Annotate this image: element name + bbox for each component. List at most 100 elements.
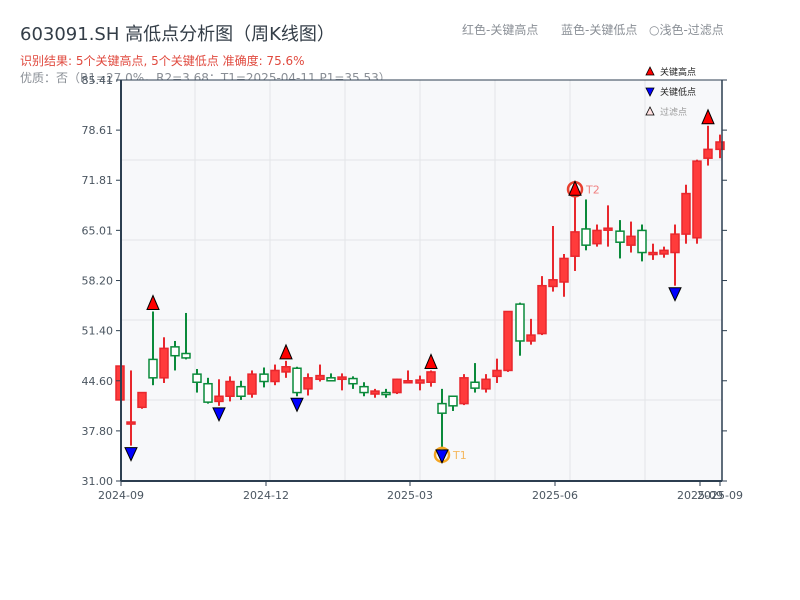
candle-body (481, 378, 491, 390)
candle (247, 370, 257, 398)
candle-body (537, 284, 547, 335)
candle (603, 205, 613, 247)
candle-body (515, 303, 525, 342)
axes: 31.00 37.80 44.60 51.40 58.20 65.01 71.81 78.61… (82, 74, 743, 502)
candle (281, 360, 291, 378)
candle (481, 374, 491, 393)
candle (381, 388, 391, 398)
candle-body (459, 377, 469, 405)
candle-body (626, 235, 636, 246)
legend-note-filtered: ○浅色-过滤点 (649, 23, 724, 37)
candle (203, 377, 213, 404)
key-high-icon (568, 179, 582, 196)
candle-body (259, 373, 269, 383)
candle (659, 246, 669, 258)
x-tick-label: 2024-12 (243, 489, 289, 502)
candle-body (270, 369, 280, 383)
legend-label: 关键低点 (660, 86, 696, 98)
candle-body (192, 373, 202, 383)
candle-body (126, 421, 136, 425)
candle-body (370, 390, 380, 395)
candle (214, 379, 224, 406)
key-high-icon (424, 353, 438, 369)
candle (303, 373, 313, 396)
y-tick-label: 71.81 (82, 174, 114, 187)
candle (326, 373, 336, 382)
candle-body (281, 366, 291, 373)
legend-marker-icon (645, 87, 655, 97)
candle (526, 318, 536, 345)
candle-body (715, 141, 725, 151)
candle-body (448, 395, 458, 407)
candle (270, 364, 280, 386)
candle (448, 395, 458, 411)
legend-note-red-highs: 红色-关键高点 (462, 23, 539, 37)
candle-body (548, 279, 558, 288)
candle-body (137, 391, 147, 409)
legend-label: 过滤点 (660, 106, 687, 118)
plot-area (121, 80, 722, 481)
candle-body (415, 379, 425, 384)
candle-body (236, 385, 246, 397)
y-tick-label: 51.40 (82, 325, 114, 338)
candle (415, 375, 425, 391)
candle-body (181, 352, 191, 359)
candle-body (615, 230, 625, 243)
candle (392, 378, 402, 395)
y-tick-label: 58.20 (82, 275, 114, 288)
candle (459, 374, 469, 406)
candle-body (148, 358, 158, 379)
candle-body (203, 382, 213, 403)
candle (570, 197, 580, 271)
candle-body (437, 402, 447, 414)
gridlines (121, 80, 722, 481)
candle (670, 224, 680, 286)
key-high-icon (701, 108, 715, 125)
y-tick-label: 65.01 (82, 224, 114, 237)
y-tick-label: 44.60 (82, 375, 114, 388)
candle-body (159, 347, 169, 379)
candle-body (303, 377, 313, 390)
candle (192, 368, 202, 393)
candle (315, 364, 325, 382)
candle-body (392, 378, 402, 394)
x-tick-label: 2025-09 (697, 489, 743, 502)
candle (559, 254, 569, 297)
candle (348, 376, 358, 389)
candle (159, 337, 169, 383)
key-low-icon (124, 447, 138, 462)
candle-body (170, 346, 180, 357)
candle-body (692, 160, 702, 239)
candle-body (526, 334, 536, 342)
candle (236, 380, 246, 400)
candle (370, 388, 380, 398)
candle-body (247, 373, 257, 395)
candle (437, 388, 447, 448)
key-low-icon (212, 407, 226, 423)
candle (225, 376, 235, 402)
candle (703, 125, 713, 166)
y-tick-label: 31.00 (82, 475, 114, 488)
candle-body (403, 380, 413, 384)
page-title: 603091.SH 高低点分析图（周K线图） (20, 24, 335, 45)
candle (403, 370, 413, 384)
candle (292, 366, 302, 397)
x-tick-label: 2025-03 (387, 489, 433, 502)
recognition-summary: 识别结果: 5个关键高点, 5个关键低点 准确度: 75.6% (20, 54, 305, 68)
candle-body (559, 257, 569, 283)
x-tick-label: 2025-06 (532, 489, 578, 502)
candles (115, 125, 725, 448)
candle-body (637, 229, 647, 254)
candle (615, 220, 625, 259)
candle-body (337, 376, 347, 381)
candle-body (426, 371, 436, 383)
y-tick-label: 85.41 (82, 74, 114, 87)
legend-note-blue-lows: 蓝色-关键低点 (561, 23, 638, 37)
candle (426, 370, 436, 387)
candle-body (359, 385, 369, 394)
t1-label: T1 (452, 449, 467, 462)
candle (359, 382, 369, 397)
candle-body (470, 381, 480, 389)
